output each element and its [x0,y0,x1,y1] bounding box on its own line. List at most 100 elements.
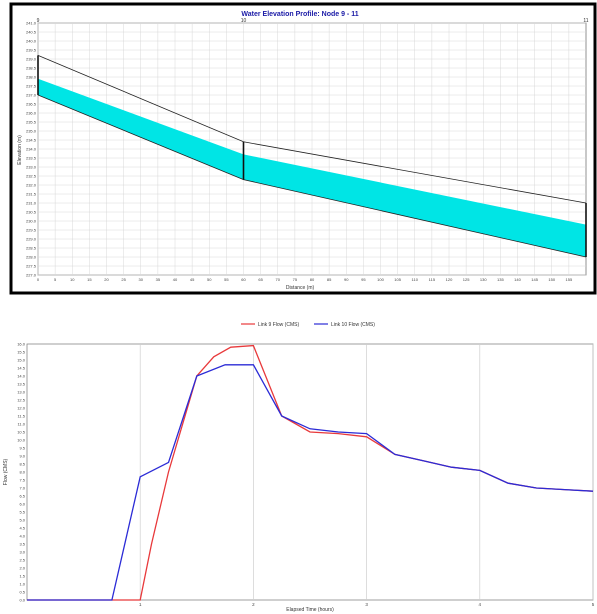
flow-y-tick-label: 8.5 [19,462,25,467]
profile-y-tick-label: 234.0 [26,147,37,152]
flow-y-tick-label: 3.0 [19,550,25,555]
profile-x-tick-label: 70 [276,277,281,282]
flow-y-tick-label: 6.5 [19,494,25,499]
flow-chart: Link 9 Flow (CMS) Link 10 Flow (CMS) 1 2 3… [3,322,595,613]
profile-x-tick-label: 65 [258,277,263,282]
profile-x-tick-label: 90 [344,277,349,282]
profile-y-tick-label: 232.5 [26,174,37,179]
profile-xlabel: Distance (m) [286,285,315,291]
profile-x-tick-label: 55 [224,277,229,282]
flow-y-tick-label: 14.0 [17,374,26,379]
profile-y-tick-label: 236.5 [26,102,37,107]
profile-y-tick-label: 232.0 [26,183,37,188]
profile-x-tick-label: 120 [446,277,453,282]
profile-x-tick-label: 115 [429,277,436,282]
profile-x-tick-label: 105 [394,277,401,282]
profile-y-tick-label: 237.0 [26,93,37,98]
legend-link9-label: Link 9 Flow (CMS) [258,322,299,328]
profile-y-tick-label: 229.0 [26,237,37,242]
profile-y-tick-label: 229.5 [26,228,37,233]
profile-x-tick-label: 125 [463,277,470,282]
flow-y-tick-label: 8.0 [19,470,25,475]
flow-y-tick-label: 13.0 [17,390,26,395]
flow-x-tick-label: 5 [592,602,595,607]
profile-frame [9,2,597,295]
profile-y-tick-label: 227.0 [26,273,37,278]
flow-y-tick-label: 9.5 [19,446,25,451]
flow-y-tick-label: 10.0 [17,438,26,443]
profile-x-tick-label: 35 [156,277,161,282]
flow-y-tick-label: 15.5 [17,350,26,355]
profile-grid [37,22,586,276]
profile-y-tick-label: 233.5 [26,156,37,161]
flow-y-tick-label: 11.0 [18,422,26,427]
flow-y-tick-label: 12.0 [17,406,26,411]
profile-y-tick-label: 227.5 [26,264,37,269]
flow-y-tick-label: 4.0 [19,534,25,539]
flow-y-tick-label: 11.5 [18,414,26,419]
profile-x-tick-label: 140 [514,277,521,282]
profile-x-tick-label: 155 [566,277,573,282]
flow-y-tick-label: 0.5 [19,590,25,595]
profile-y-tick-label: 238.0 [26,75,37,80]
profile-x-tick-label: 75 [293,277,298,282]
flow-y-tick-label: 15.0 [17,358,26,363]
profile-x-tick-label: 100 [377,277,384,282]
profile-x-tick-label: 10 [70,277,75,282]
profile-y-tick-label: 239.5 [26,48,37,53]
flow-y-tick-label: 16.0 [17,342,26,347]
link10-flow-line [27,364,594,601]
profile-x-tick-label: 110 [412,277,419,282]
profile-y-tick-label: 231.0 [26,201,37,206]
profile-x-tick-label: 40 [173,277,178,282]
profile-y-tick-label: 230.0 [26,219,37,224]
profile-y-tick-label: 240.5 [26,30,37,35]
profile-x-tick-label: 25 [121,277,126,282]
flow-y-tick-label: 12.5 [17,398,26,403]
flow-y-tick-label: 13.5 [17,382,26,387]
profile-chart: Water Elevation Profile: Node 9 - 11 0 5 1… [9,2,597,295]
profile-y-tick-label: 241.0 [26,21,37,26]
profile-y-tick-label: 236.0 [26,111,37,116]
flow-xlabel: Elapsed Time (hours) [286,607,334,613]
profile-x-tick-label: 80 [310,277,315,282]
profile-ylabel: Elevation (m) [17,135,23,165]
profile-x-tick-label: 95 [361,277,366,282]
flow-ylabel: Flow (CMS) [3,458,9,485]
profile-x-tick-label: 145 [531,277,538,282]
flow-x-tick-label: 2 [252,602,255,607]
profile-y-tick-label: 238.5 [26,66,37,71]
flow-y-tick-label: 6.0 [19,502,25,507]
profile-x-tick-label: 30 [139,277,144,282]
profile-y-tick-label: 239.0 [26,57,37,62]
profile-y-tick-label: 228.5 [26,246,37,251]
flow-y-tick-label: 1.5 [19,574,25,579]
flow-y-tick-label: 2.5 [19,558,25,563]
profile-y-tick-label: 231.5 [26,192,37,197]
profile-ticks: 0 5 10 15 20 25 30 35 40 45 50 55 60 65 70 75 80 85 90 95 10… [26,18,589,282]
profile-y-tick-label: 234.5 [26,138,37,143]
flow-x-tick-label: 4 [479,602,482,607]
legend-link10-label: Link 10 Flow (CMS) [331,322,375,328]
flow-y-tick-label: 5.5 [19,510,25,515]
water-area [38,78,586,257]
node-marker-label: 11 [583,18,588,24]
profile-y-tick-label: 240.0 [26,39,37,44]
flow-legend: Link 9 Flow (CMS) Link 10 Flow (CMS) [241,322,375,328]
flow-y-tick-label: 1.0 [19,582,25,587]
flow-y-tick-label: 0.0 [19,598,25,603]
flow-y-tick-label: 7.0 [19,486,25,491]
profile-x-tick-label: 0 [37,277,40,282]
profile-x-tick-label: 50 [207,277,212,282]
profile-x-tick-label: 60 [241,277,246,282]
node-marker-label: 10 [241,18,247,24]
profile-title: Water Elevation Profile: Node 9 - 11 [241,11,358,18]
flow-y-tick-label: 14.5 [17,366,26,371]
flow-grid [139,344,594,600]
flow-y-tick-label: 10.5 [17,430,26,435]
flow-marks [27,344,594,601]
profile-x-tick-label: 130 [480,277,487,282]
flow-y-tick-label: 3.5 [19,542,25,547]
profile-y-tick-label: 233.0 [26,165,37,170]
